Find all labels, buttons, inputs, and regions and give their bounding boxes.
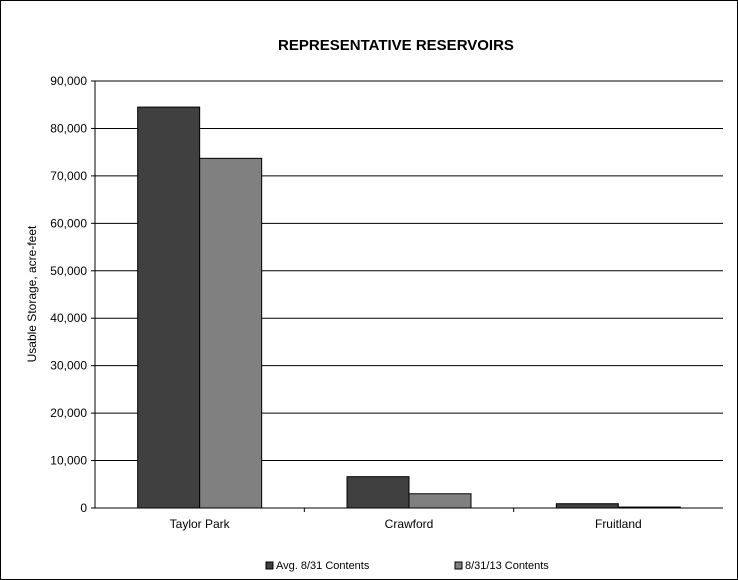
y-tick-label: 80,000: [50, 121, 87, 135]
x-tick-label: Crawford: [385, 517, 434, 531]
y-tick-label: 10,000: [50, 454, 87, 468]
x-tick-label: Fruitland: [595, 517, 642, 531]
legend-label-series-1: Avg. 8/31 Contents: [276, 560, 370, 572]
axes: [94, 81, 723, 509]
y-tick-label: 30,000: [50, 359, 87, 373]
legend-label-series-2: 8/31/13 Contents: [465, 560, 549, 572]
chart-title: REPRESENTATIVE RESERVOIRS: [278, 37, 514, 54]
legend-swatch-series-1: [265, 561, 274, 570]
y-tick-label: 0: [80, 501, 87, 515]
y-axis-label: Usable Storage, acre-feet: [25, 225, 39, 362]
y-tick-labels: 0 10,000 20,000 30,000 40,000 50,000 60,000 70,…: [50, 74, 87, 515]
y-tick-label: 20,000: [50, 406, 87, 420]
y-tick-label: 70,000: [50, 169, 87, 183]
legend: Avg. 8/31 Contents 8/31/13 Contents: [265, 560, 549, 572]
bar-fruitland-series-1: [555, 503, 619, 509]
y-tick-label: 40,000: [50, 311, 87, 325]
bars-group: [137, 106, 681, 509]
bar-taylor-park-series-1: [137, 106, 201, 509]
y-tick-label: 50,000: [50, 264, 87, 278]
bar-crawford-series-2: [408, 493, 472, 509]
bar-taylor-park-series-2: [199, 157, 263, 509]
y-tick-label: 90,000: [50, 74, 87, 88]
x-tick-label: Taylor Park: [170, 517, 231, 531]
bar-crawford-series-1: [346, 476, 410, 509]
legend-swatch-series-2: [454, 561, 463, 570]
x-tick-labels: Taylor Park Crawford Fruitland: [170, 517, 642, 531]
y-tick-label: 60,000: [50, 216, 87, 230]
